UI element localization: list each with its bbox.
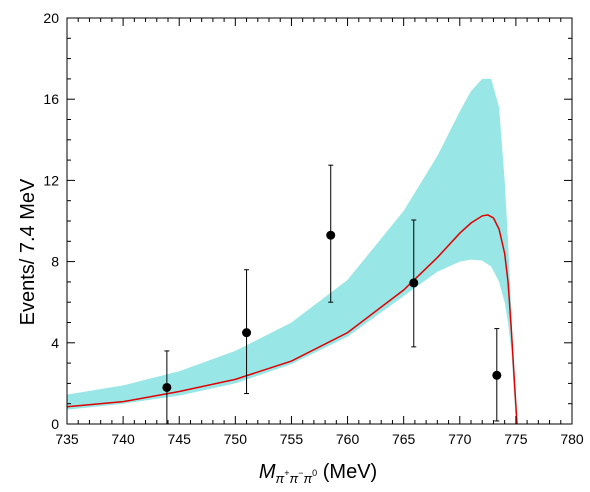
ticks-layer xyxy=(66,17,573,425)
x-axis-sup-plus: + xyxy=(284,468,289,478)
x-tick-label: 745 xyxy=(168,431,192,447)
fit-curve xyxy=(66,214,518,425)
x-tick-label: 735 xyxy=(55,431,79,447)
uncertainty-band xyxy=(67,78,516,425)
x-tick-label: 760 xyxy=(336,431,360,447)
y-tick-label: 8 xyxy=(51,254,59,270)
uncertainty-band-layer xyxy=(67,78,516,425)
x-axis-sub-pi3: π xyxy=(303,471,312,486)
data-point xyxy=(242,328,252,338)
data-point xyxy=(326,230,336,240)
data-point xyxy=(162,382,172,392)
fit-curve-layer xyxy=(66,214,518,425)
y-tick-label: 20 xyxy=(43,10,59,26)
x-tick-label: 740 xyxy=(111,431,135,447)
tick-labels-layer: 735 740 745 750 755 760 765 770 775 780 0 4 8 12 16 20 xyxy=(43,10,583,447)
y-tick-label: 16 xyxy=(43,91,59,107)
y-axis-title: Events/ 7.4 MeV xyxy=(17,178,39,325)
data-point xyxy=(492,370,502,380)
x-axis-symbol: M xyxy=(259,461,276,483)
x-axis-sub-pi1: π xyxy=(275,471,284,486)
x-tick-label: 765 xyxy=(392,431,416,447)
data-point xyxy=(409,278,419,288)
x-tick-label: 750 xyxy=(224,431,248,447)
y-tick-label: 0 xyxy=(51,416,59,432)
y-tick-label: 4 xyxy=(51,335,59,351)
x-tick-label: 780 xyxy=(560,431,584,447)
data-points-layer xyxy=(162,164,502,425)
x-tick-label: 755 xyxy=(280,431,304,447)
x-axis-title: Mπ+π−π0 (MeV) xyxy=(259,461,377,486)
x-axis-sub-pi2: π xyxy=(289,471,298,486)
y-tick-label: 12 xyxy=(43,172,59,188)
x-axis-sup-minus: − xyxy=(298,468,303,478)
x-tick-label: 775 xyxy=(504,431,528,447)
x-axis-unit: (MeV) xyxy=(317,461,377,483)
x-axis-sup-zero: 0 xyxy=(312,468,317,478)
x-tick-label: 770 xyxy=(448,431,472,447)
